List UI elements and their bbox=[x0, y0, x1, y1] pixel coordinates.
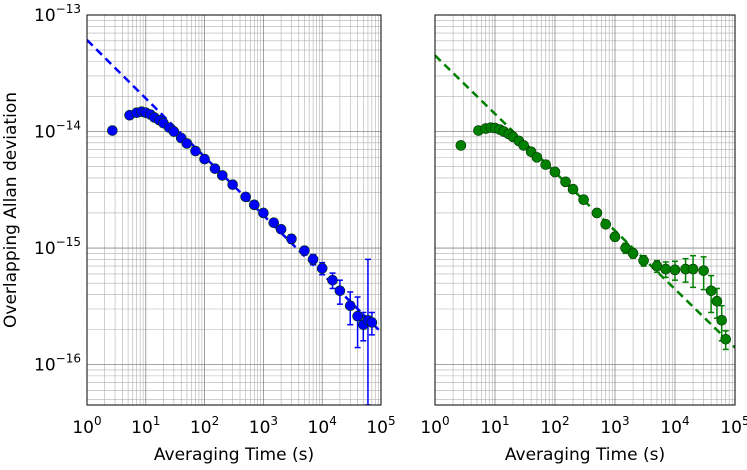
y-tick-label: 10−13 bbox=[34, 2, 81, 26]
point bbox=[209, 163, 221, 174]
point bbox=[286, 233, 297, 245]
plot-area: 100 101 102 103 104 105 Averaging Time (s) bbox=[420, 14, 747, 465]
y-tick-label: 10−16 bbox=[34, 352, 81, 376]
point bbox=[687, 263, 699, 275]
x-tick-label: 103 bbox=[249, 414, 278, 438]
x-axis-label: Averaging Time (s) bbox=[154, 445, 314, 465]
x-tick-label: 101 bbox=[480, 414, 509, 438]
point bbox=[316, 263, 328, 274]
point bbox=[609, 231, 621, 243]
point bbox=[591, 207, 603, 219]
error-bar bbox=[364, 258, 371, 405]
point bbox=[627, 248, 639, 259]
point bbox=[217, 170, 228, 181]
x-tick-label: 103 bbox=[600, 414, 629, 438]
point bbox=[531, 152, 543, 163]
point bbox=[549, 166, 561, 178]
point bbox=[698, 265, 709, 276]
point bbox=[190, 145, 201, 157]
point bbox=[660, 263, 672, 275]
x-tick-label: 100 bbox=[420, 414, 449, 438]
point bbox=[227, 179, 238, 190]
point bbox=[275, 223, 287, 235]
x-tick-label: 105 bbox=[720, 414, 747, 438]
point bbox=[307, 254, 319, 265]
point bbox=[168, 126, 180, 137]
x-tick-label: 100 bbox=[72, 414, 101, 438]
error-bar bbox=[354, 296, 361, 349]
point bbox=[334, 285, 346, 297]
plot-area: 100 101 102 103 104 105 10−16 10−15 10−14 10−13 Av… bbox=[1, 2, 396, 465]
point bbox=[620, 242, 631, 254]
marks bbox=[87, 39, 381, 405]
x-tick-label: 104 bbox=[660, 414, 689, 438]
point bbox=[327, 274, 338, 286]
point bbox=[352, 310, 363, 322]
point bbox=[716, 314, 727, 326]
marks bbox=[435, 54, 735, 351]
axes-frame bbox=[86, 14, 382, 406]
point bbox=[258, 207, 269, 219]
y-tick-label: 10−15 bbox=[34, 235, 81, 259]
point bbox=[268, 217, 280, 229]
x-tick-label: 101 bbox=[131, 414, 160, 438]
point bbox=[455, 140, 467, 151]
point bbox=[299, 245, 310, 256]
point bbox=[567, 183, 579, 195]
point bbox=[344, 300, 356, 312]
point bbox=[711, 295, 723, 307]
x-tick-label: 105 bbox=[366, 414, 395, 438]
point bbox=[638, 255, 649, 266]
x-axis-label: Averaging Time (s) bbox=[505, 445, 665, 465]
point bbox=[540, 159, 552, 170]
y-axis-label: Overlapping Allan deviation bbox=[1, 92, 21, 328]
point bbox=[199, 153, 210, 165]
point bbox=[600, 218, 612, 230]
point bbox=[705, 285, 717, 297]
point bbox=[181, 138, 193, 149]
point bbox=[240, 191, 251, 203]
point bbox=[107, 125, 118, 136]
y-tick-label: 10−14 bbox=[34, 119, 81, 143]
x-tick-label: 102 bbox=[190, 414, 219, 438]
x-tick-label: 102 bbox=[540, 414, 569, 438]
point bbox=[669, 264, 681, 276]
point bbox=[720, 333, 732, 345]
point bbox=[366, 317, 378, 328]
point bbox=[248, 199, 260, 211]
point bbox=[518, 140, 529, 151]
axes-frame bbox=[434, 14, 736, 406]
point bbox=[560, 176, 571, 188]
point bbox=[578, 194, 589, 206]
x-tick-label: 104 bbox=[308, 414, 337, 438]
